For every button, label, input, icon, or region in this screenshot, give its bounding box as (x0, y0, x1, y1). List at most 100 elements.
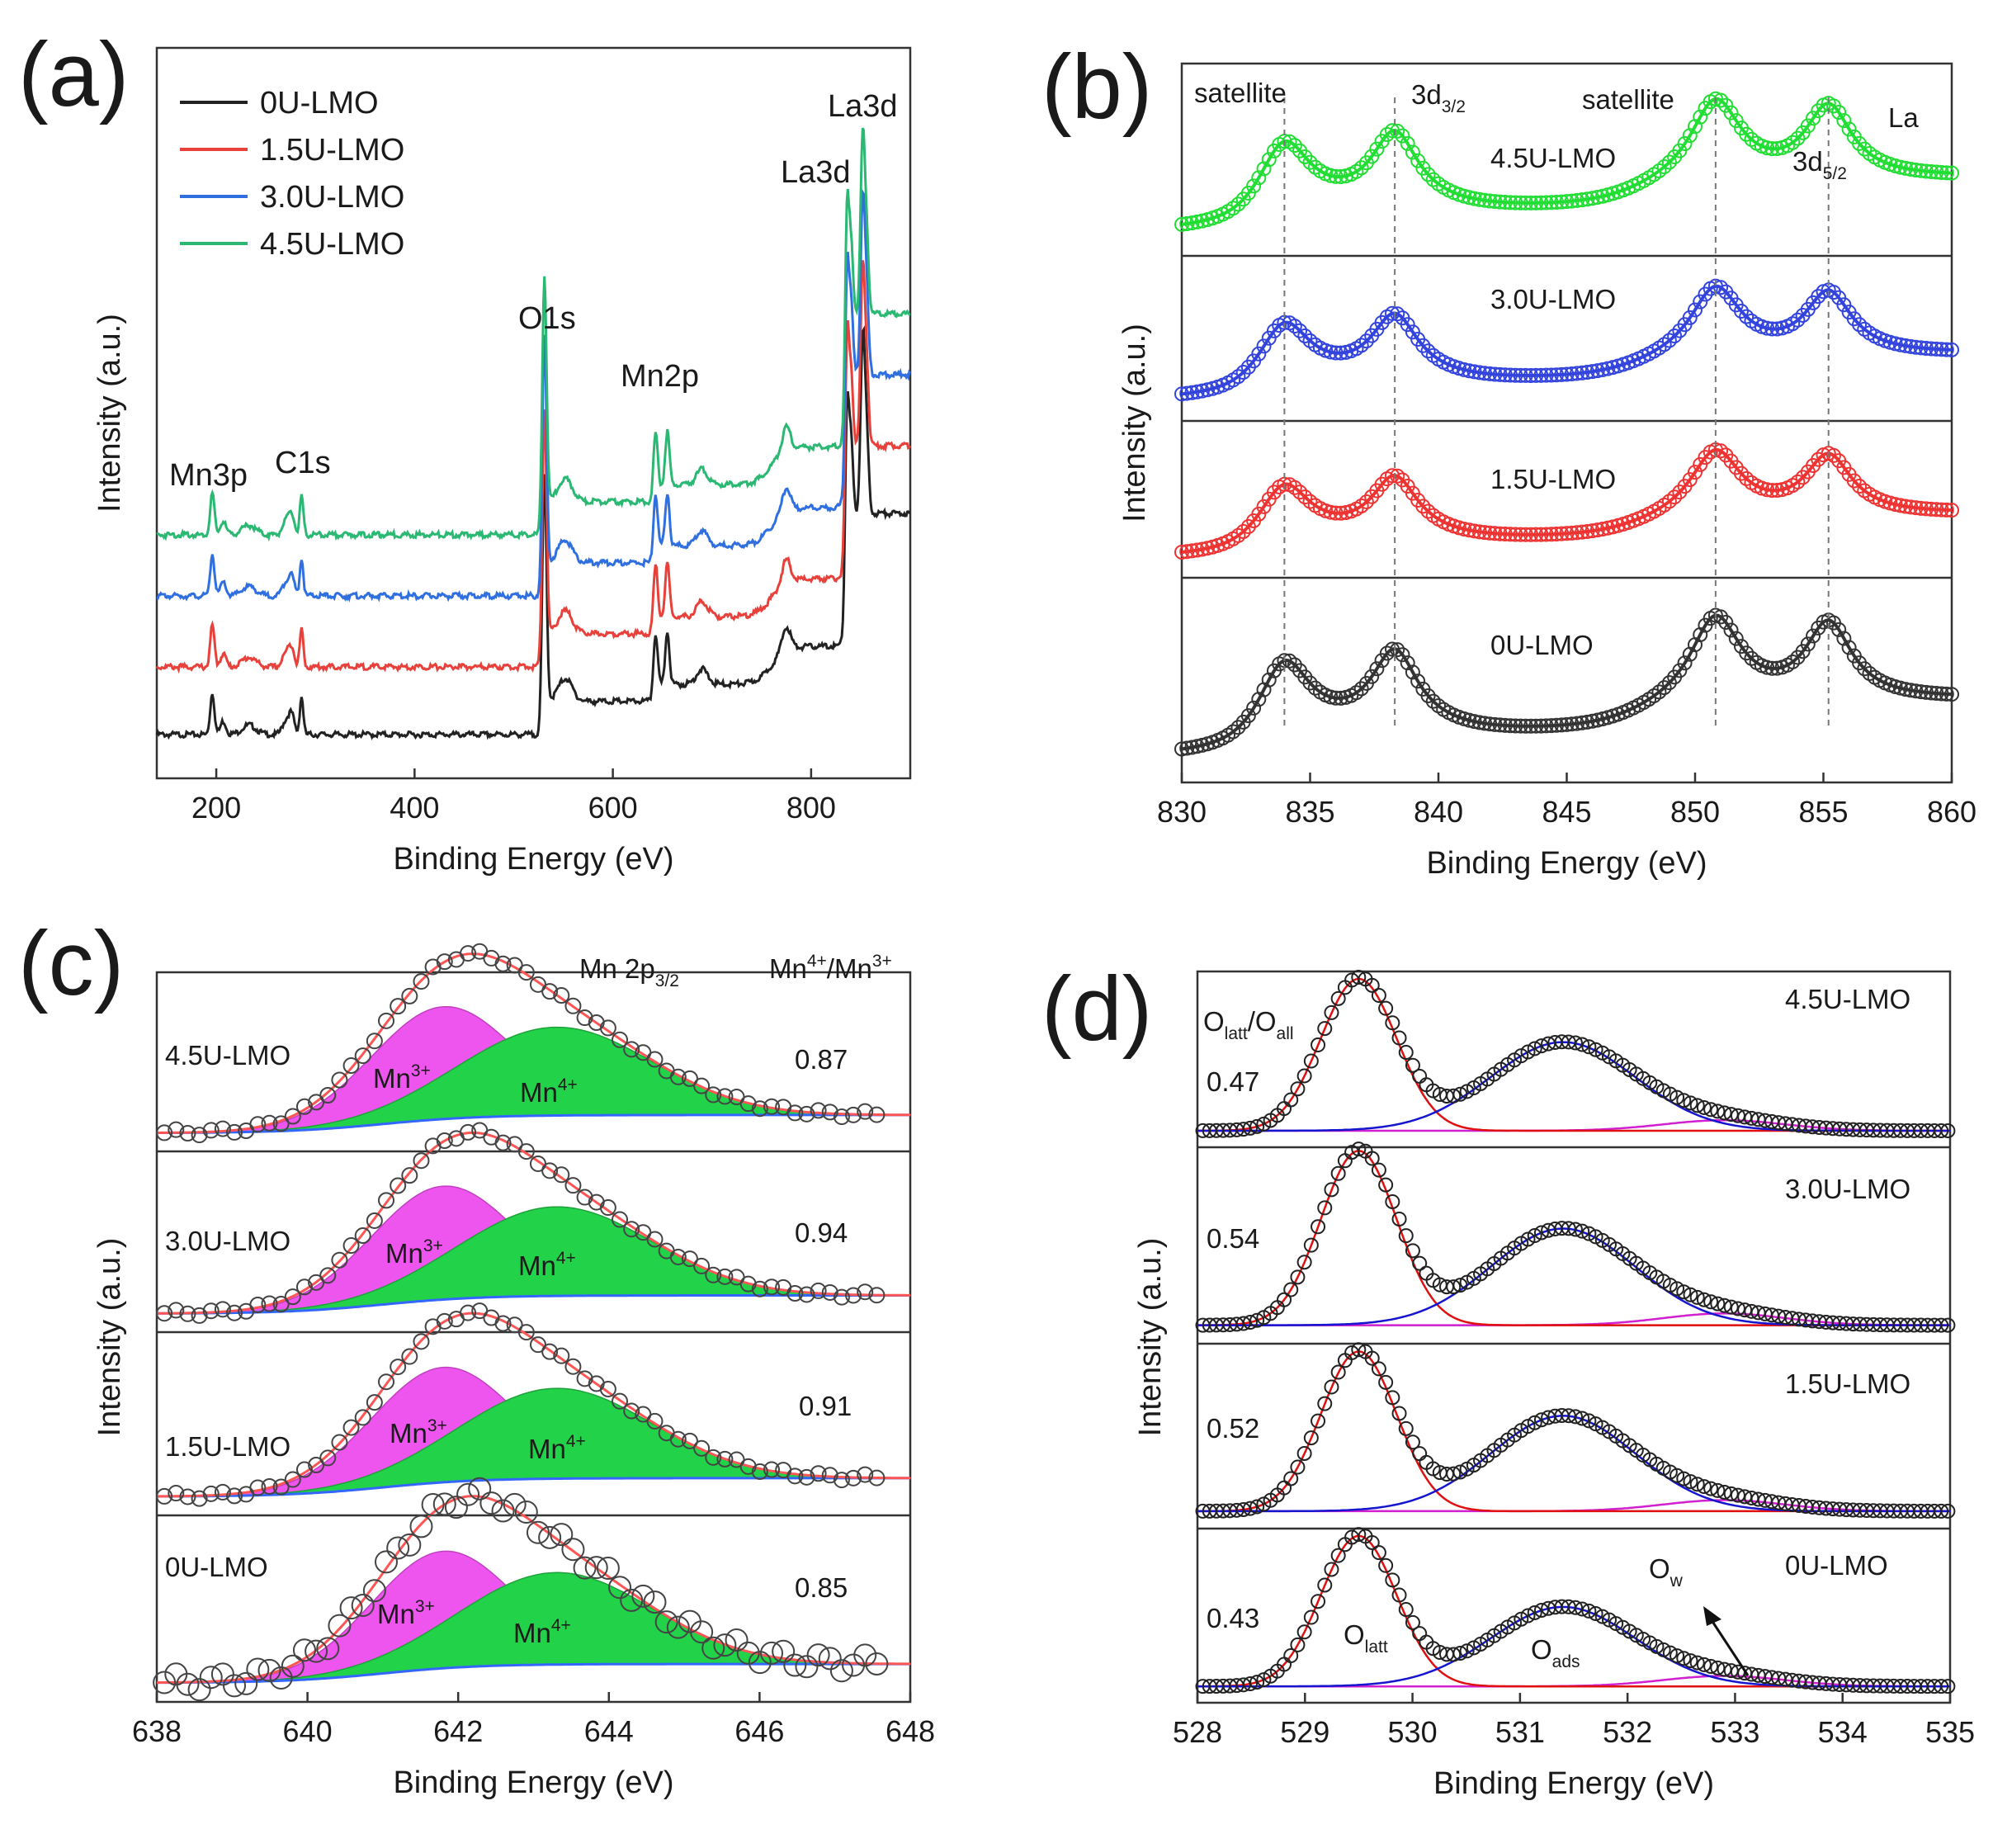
panel-c-data-point (342, 1057, 360, 1075)
panel-b-data-point (1379, 645, 1395, 661)
panel-b-data-point (1759, 320, 1775, 336)
panel-c-data-point (284, 1108, 301, 1125)
panel-d-series-label-0u: 0U-LMO (1785, 1550, 1888, 1581)
panel-b-data-point (1688, 302, 1703, 318)
panel-b-data-point (1410, 674, 1426, 689)
panel-d-data-point (1324, 1182, 1339, 1198)
panel-b-data-point (1513, 718, 1528, 734)
panel-c-data-point (705, 1086, 722, 1104)
panel-d-data-point (1452, 1464, 1468, 1480)
panel-c-label: (c) (18, 913, 124, 1014)
panel-d-data-point (1567, 1600, 1583, 1615)
panel-c-data-point (643, 1590, 667, 1614)
panel-b-data-point (1513, 367, 1528, 383)
panel-c-data-point (506, 1136, 523, 1153)
panel-b-label: (b) (1041, 36, 1152, 138)
panel-c-data-point (716, 1450, 734, 1468)
annotation-satellite-2: satellite (1582, 84, 1674, 115)
panel-b-data-point (1913, 684, 1929, 700)
panel-c-data-point (436, 1132, 453, 1150)
panel-d-series-label-3-0u: 3.0U-LMO (1785, 1174, 1910, 1204)
annotation-3d32: 3d3/2 (1411, 79, 1466, 116)
panel-d-data-point (1696, 1292, 1712, 1307)
panel-b-data-point (1266, 484, 1282, 500)
panel-d-data-point (1385, 1390, 1400, 1406)
panel-c-data-point (868, 1287, 886, 1304)
panel-c-data-point (620, 1588, 644, 1612)
panel-d-data-point (1575, 1223, 1590, 1239)
panel-b-data-point (1471, 191, 1487, 207)
panel-c-data-point (739, 1095, 757, 1113)
panel-d-data-point (1581, 1603, 1597, 1619)
panel-a-series-line-0U-LMO (155, 325, 911, 740)
panel-c-data-point (413, 1152, 430, 1170)
panel-b-data-point (1226, 724, 1241, 740)
panel-d-data-point (1330, 1548, 1346, 1563)
panel-b-data-point (1476, 716, 1492, 731)
panel-a-x-tick-label: 400 (390, 791, 439, 825)
panel-c-data-point (564, 1177, 582, 1194)
panel-b-data-point (1589, 190, 1605, 206)
panel-b-data-point (1769, 483, 1785, 499)
panel-d-data-point (1446, 1088, 1462, 1104)
panel-b-data-point (1508, 367, 1523, 383)
panel-b-data-point (1226, 201, 1241, 216)
panel-c-data-point (705, 1449, 722, 1466)
label-mn3-4-5u: Mn3+ (373, 1061, 431, 1094)
panel-b-data-point (1261, 152, 1277, 168)
panel-c-data-point (226, 1123, 243, 1141)
panel-b-data-point (1651, 163, 1667, 178)
panel-c-data-point (599, 1199, 616, 1217)
panel-c-data-point (669, 1248, 687, 1265)
panel-d-data-point (1588, 1042, 1603, 1057)
panel-b-data-point (1764, 483, 1780, 499)
panel-d-x-tick-label: 532 (1603, 1715, 1652, 1749)
panel-c-data-point (269, 1666, 293, 1690)
panel-d-data-point (1330, 1165, 1346, 1181)
panel-b-data-point (1790, 130, 1806, 146)
panel-c-data-point (390, 1359, 407, 1376)
panel-c-data-point (612, 1031, 629, 1048)
panel-b-data-point (1575, 524, 1590, 540)
panel-b-data-point (1323, 168, 1339, 183)
panel-c-data-point (798, 1105, 815, 1123)
panel-b-data-point (1323, 504, 1339, 520)
panel-d-data-point (1296, 1255, 1312, 1270)
ow-arrow-head (1703, 1606, 1721, 1626)
panel-b-data-point (1559, 716, 1575, 732)
panel-d-data-point (1575, 1037, 1590, 1052)
panel-c-data-point (736, 1641, 760, 1665)
panel-c-data-point (760, 1641, 784, 1665)
panel-c-data-point (398, 1533, 422, 1557)
panel-c-data-point (550, 1523, 574, 1547)
panel-b-data-point (1364, 669, 1380, 684)
panel-b-data-point (1462, 522, 1477, 538)
panel-d-data-point (1934, 1123, 1949, 1138)
panel-b-data-point (1476, 192, 1492, 208)
label-mn4-3-0u: Mn4+ (518, 1249, 576, 1281)
panel-b-data-point (1543, 367, 1559, 383)
panel-c-data-point (214, 1120, 231, 1137)
label-oads: Oads (1531, 1634, 1580, 1671)
panel-c-series-label-0u: 0U-LMO (165, 1552, 268, 1582)
panel-b-data-point (1328, 505, 1344, 521)
panel-d-data-point (1378, 1557, 1394, 1573)
panel-c-data-point (517, 1324, 535, 1341)
panel-d-data-point (1351, 1342, 1367, 1358)
panel-b-data-point (1390, 306, 1405, 322)
panel-b-data-point (1575, 365, 1590, 380)
panel-c-data-point (153, 1671, 177, 1694)
panel-b-data-point (1589, 712, 1605, 728)
panel-b-data-point (1811, 103, 1826, 119)
panel-b-data-point (1302, 154, 1318, 170)
panel-d-data-point (1235, 1316, 1251, 1331)
panel-b-data-point (1718, 615, 1734, 631)
panel-d-data-point (1398, 1228, 1414, 1244)
panel-d-data-point (1391, 1030, 1407, 1046)
panel-c-y-axis-label: Intensity (a.u.) (92, 1238, 127, 1437)
panel-c-data-point (553, 1347, 570, 1364)
panel-d-data-point (1588, 1605, 1603, 1621)
panel-b-data-point (1584, 364, 1600, 380)
panel-b-data-point (1533, 367, 1549, 383)
